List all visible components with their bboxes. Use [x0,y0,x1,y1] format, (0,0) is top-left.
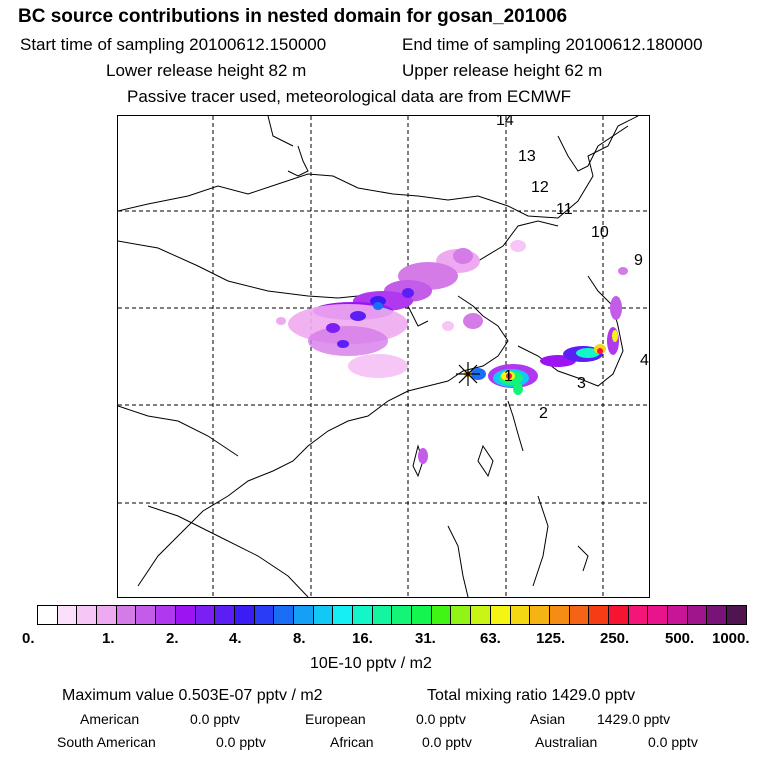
colorbar-swatch [392,606,413,624]
colorbar-tick: 0. [22,630,35,647]
concentration-plume [276,240,628,464]
grid-lines [118,116,649,597]
american-label: American [80,711,140,727]
colorbar-swatch [293,606,314,624]
colorbar-swatch [530,606,550,624]
colorbar-tick: 2. [166,630,179,647]
end-time-label: End time of sampling 20100612.180000 [402,35,703,54]
colorbar-tick: 8. [293,630,306,647]
south-american-value: 0.0 pptv [216,734,266,750]
colorbar-swatch [687,606,708,624]
colorbar-swatch [215,606,235,624]
colorbar-swatch [274,606,294,624]
colorbar-swatch [38,606,58,624]
australian-value: 0.0 pptv [648,734,698,750]
traj-label-3: 3 [577,375,586,392]
traj-label-10: 10 [591,224,609,241]
colorbar-swatch [97,606,117,624]
colorbar-swatch [569,606,590,624]
colorbar-swatch [333,606,353,624]
colorbar-swatch [254,606,275,624]
european-label: European [305,711,366,727]
african-label: African [330,734,374,750]
colorbar-tick: 4. [229,630,242,647]
colorbar-tick: 63. [480,630,501,647]
traj-label-1: 1 [504,368,513,385]
max-value-label: Maximum value 0.503E-07 pptv / m2 [62,687,323,704]
colorbar-swatch [707,606,728,624]
traj-label-2: 2 [539,405,548,422]
colorbar-swatch [451,606,472,624]
map-svg: 14 13 12 11 10 9 4 3 2 1 [118,116,649,597]
colorbar-swatch [175,606,196,624]
start-time-label: Start time of sampling 20100612.150000 [20,35,327,54]
page-title: BC source contributions in nested domain… [18,6,568,27]
total-mixing-label: Total mixing ratio 1429.0 pptv [427,687,636,704]
upper-release-label: Upper release height 62 m [402,61,603,80]
colorbar-swatch [136,606,157,624]
traj-label-4: 4 [640,352,649,369]
colorbar-swatch [156,606,176,624]
colorbar-tick: 125. [536,630,566,647]
colorbar-swatch [372,606,393,624]
asian-value: 1429.0 pptv [597,711,671,727]
african-value: 0.0 pptv [422,734,472,750]
colorbar-swatch [628,606,649,624]
australian-label: Australian [535,734,598,750]
american-value: 0.0 pptv [190,711,240,727]
colorbar-swatch [648,606,668,624]
colorbar-swatch [608,606,629,624]
colorbar-swatch [549,606,570,624]
colorbar-tick: 1. [102,630,115,647]
asian-label: Asian [530,711,566,727]
colorbar-swatch [313,606,334,624]
colorbar-swatch [116,606,137,624]
map-panel: 14 13 12 11 10 9 4 3 2 1 [117,115,650,598]
european-value: 0.0 pptv [416,711,466,727]
colorbar-swatch [195,606,216,624]
colorbar-unit: 10E-10 pptv / m2 [310,655,432,672]
colorbar-swatch [57,606,78,624]
colorbar-swatch [234,606,255,624]
colorbar-tick: 16. [352,630,373,647]
tracer-label: Passive tracer used, meteorological data… [127,87,572,106]
lower-release-label: Lower release height 82 m [106,61,307,80]
south-american-label: South American [57,734,156,750]
colorbar-swatch [431,606,452,624]
colorbar-tick: 500. [665,630,695,647]
traj-label-14: 14 [496,116,514,129]
colorbar-swatch [353,606,373,624]
colorbar-tick: 31. [415,630,436,647]
colorbar-swatch [589,606,609,624]
traj-label-13: 13 [518,148,536,165]
traj-label-9: 9 [634,252,643,269]
colorbar-swatch [668,606,688,624]
colorbar-swatch [490,606,511,624]
colorbar-swatch [510,606,531,624]
colorbar-swatch [471,606,491,624]
colorbar-tick: 250. [600,630,630,647]
asterisk-icon [456,362,480,386]
traj-label-11: 11 [556,201,573,218]
colorbar-swatch [412,606,432,624]
trajectory-labels: 14 13 12 11 10 9 4 3 2 1 [496,116,649,422]
colorbar [37,605,747,625]
colorbar-tick: 1000. [712,630,750,647]
colorbar-swatch [727,606,746,624]
traj-label-12: 12 [531,179,549,196]
colorbar-swatch [77,606,98,624]
